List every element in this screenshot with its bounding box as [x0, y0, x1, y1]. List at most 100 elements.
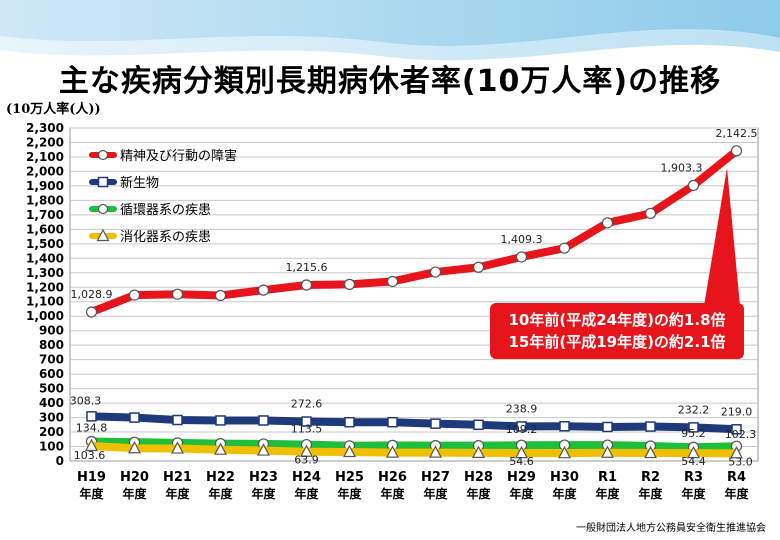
x-tick-label: H20 [120, 470, 149, 485]
y-tick-label: 100 [39, 440, 64, 454]
data-point [301, 416, 312, 427]
data-label: 102.3 [725, 428, 757, 441]
y-tick-label: 2,200 [26, 135, 64, 149]
y-tick-label: 600 [39, 367, 64, 381]
data-label: 103.6 [74, 449, 106, 462]
legend-marker [97, 149, 109, 161]
data-point [85, 306, 98, 318]
data-point [258, 415, 269, 426]
y-tick-label: 1,000 [26, 309, 64, 323]
data-point [86, 411, 97, 422]
series-line [87, 442, 741, 458]
x-tick-label: H29 [507, 470, 536, 485]
y-tick-label: 800 [39, 338, 64, 352]
page-title: 主な疾病分類別長期病休者率(10万人率)の推移 [58, 64, 722, 99]
x-tick-label: R2 [641, 470, 660, 485]
x-tick-suffix: 年度 [638, 486, 663, 501]
y-tick-label: 1,800 [26, 193, 64, 207]
x-tick-label: H26 [378, 470, 407, 485]
data-point [731, 424, 742, 435]
series-line [87, 146, 741, 317]
data-point [472, 445, 485, 458]
data-point [687, 179, 700, 192]
data-point [472, 261, 485, 273]
x-tick-label: H27 [421, 470, 450, 485]
y-tick-label: 1,700 [26, 208, 64, 222]
x-tick-suffix: 年度 [380, 486, 405, 501]
x-tick-label: H21 [163, 470, 192, 485]
data-point [558, 242, 571, 254]
y-tick-label: 300 [39, 411, 64, 425]
data-point [602, 421, 613, 433]
data-point [473, 419, 484, 431]
data-point [129, 412, 140, 423]
data-point [85, 438, 98, 452]
callout-line-1: 10年前(平成24年度)の約1.8倍 [508, 311, 726, 329]
callout-box: 10年前(平成24年度)の約1.8倍 15年前(平成19年度)の約2.1倍 [490, 303, 744, 359]
x-tick-suffix: 年度 [208, 486, 233, 501]
x-tick-label: H23 [249, 470, 278, 485]
x-tick-suffix: 年度 [423, 486, 448, 501]
data-point [128, 289, 141, 301]
data-label: 1,028.9 [71, 288, 113, 301]
data-point [515, 251, 528, 263]
data-point [343, 444, 356, 458]
data-label: 1,215.6 [286, 261, 328, 274]
data-point [215, 415, 226, 426]
y-tick-label: 1,100 [26, 295, 64, 309]
x-tick-suffix: 年度 [681, 486, 706, 501]
data-point [688, 422, 699, 433]
x-tick-suffix: 年度 [724, 486, 749, 501]
data-point [559, 421, 570, 432]
data-point [516, 421, 527, 432]
callout-line-2: 15年前(平成19年度)の約2.1倍 [508, 333, 726, 351]
data-point [171, 288, 184, 300]
y-tick-label: 900 [39, 324, 64, 338]
data-label: 53.0 [728, 455, 753, 468]
data-point [172, 414, 183, 426]
data-point [515, 445, 528, 459]
data-label: 272.6 [291, 398, 323, 411]
legend-marker [97, 203, 109, 215]
data-point [687, 445, 700, 459]
data-point [429, 266, 442, 278]
x-tick-label: H30 [550, 470, 579, 485]
x-tick-label: R1 [598, 470, 617, 485]
data-point [601, 217, 614, 229]
legend-label: 新生物 [120, 175, 159, 191]
legend-marker [97, 176, 109, 188]
data-point [128, 440, 141, 454]
y-axis-unit-label: (10万人率(人)) [6, 102, 101, 117]
x-tick-suffix: 年度 [251, 486, 276, 501]
y-tick-label: 0 [56, 454, 64, 468]
data-point [344, 416, 355, 428]
data-point [601, 445, 614, 458]
data-point [730, 446, 743, 459]
data-label: 54.4 [681, 455, 706, 468]
data-point [730, 145, 743, 157]
legend-label: 精神及び行動の障害 [120, 148, 237, 164]
x-tick-label: H24 [292, 470, 321, 485]
x-tick-suffix: 年度 [122, 486, 147, 501]
data-point [429, 445, 442, 458]
data-point [171, 441, 184, 454]
y-tick-label: 500 [39, 382, 64, 396]
x-tick-suffix: 年度 [165, 486, 190, 501]
data-label: 2,142.5 [716, 127, 758, 140]
x-tick-label: R3 [684, 470, 703, 485]
x-tick-suffix: 年度 [337, 486, 362, 501]
data-label: 1,409.3 [501, 233, 543, 246]
data-point [387, 416, 398, 428]
data-label: 95.2 [681, 427, 706, 440]
x-tick-label: H22 [206, 470, 235, 485]
x-tick-suffix: 年度 [79, 486, 104, 501]
data-label: 63.9 [294, 454, 319, 467]
data-point [386, 275, 399, 288]
data-point [257, 284, 270, 296]
y-tick-label: 1,200 [26, 280, 64, 294]
x-tick-suffix: 年度 [466, 486, 491, 501]
y-tick-label: 2,000 [26, 164, 64, 178]
y-tick-label: 1,600 [26, 222, 64, 236]
y-tick-label: 1,500 [26, 237, 64, 251]
plot-area [69, 127, 759, 462]
